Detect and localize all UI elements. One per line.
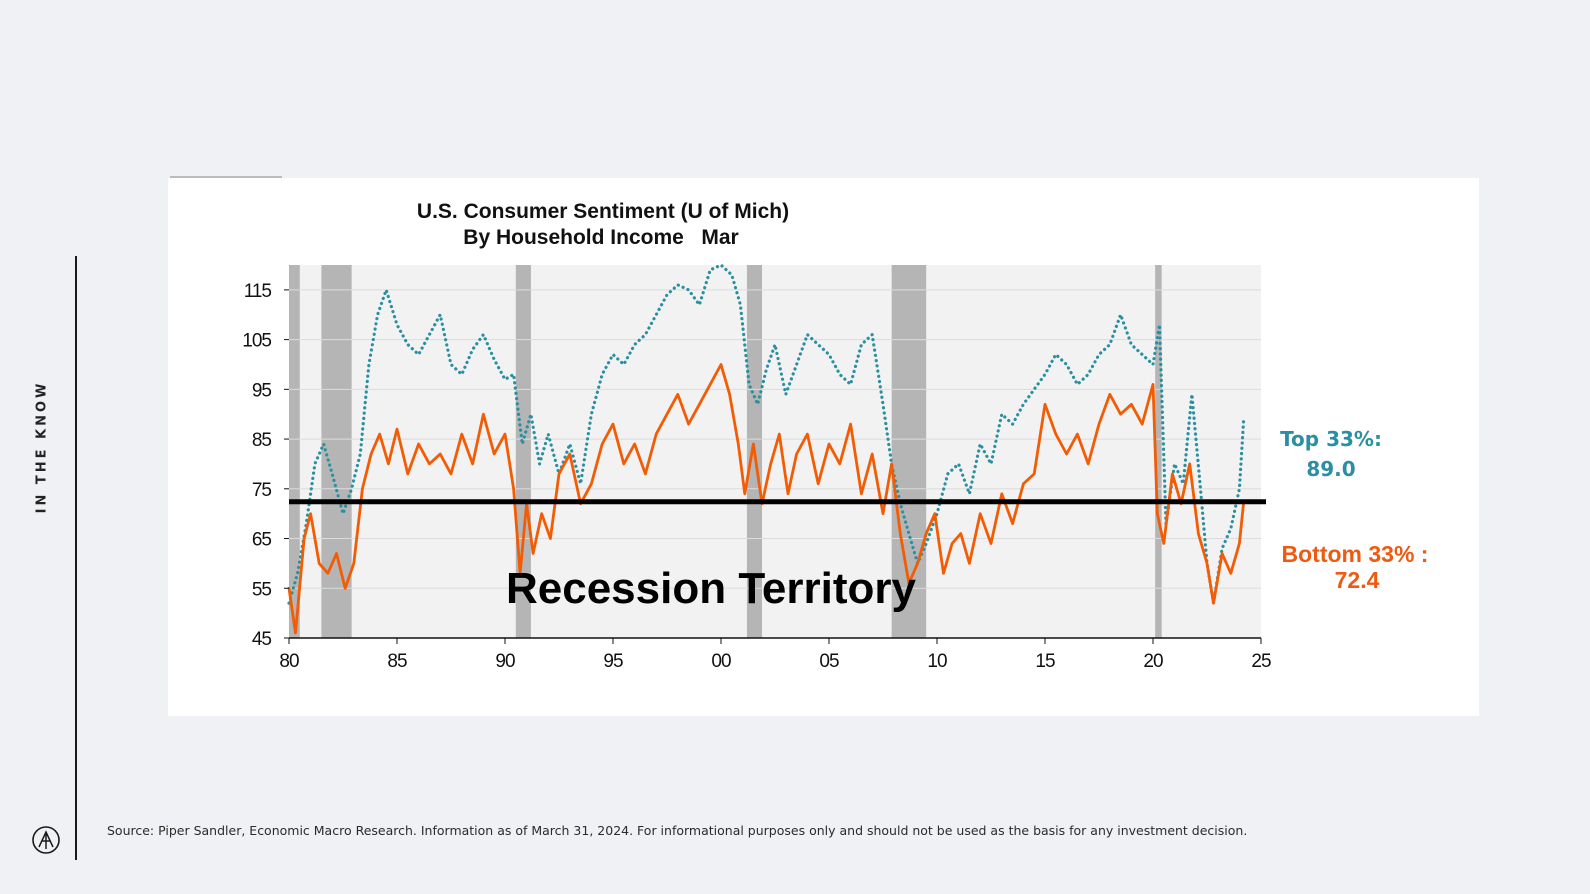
y-tick-label-45: 45 [252,629,272,650]
series-line-bottom-33 [287,363,1246,635]
chart-title-line1: U.S. Consumer Sentiment (U of Mich) [417,200,789,223]
x-tick-label-80: 80 [279,651,299,672]
chart-panel: 45 55 65 75 85 95 105 115 80 85 90 95 00 05 10 15 20 25 U… [168,178,1479,716]
x-tick-label-20: 20 [1143,651,1163,672]
x-tick-label-05: 05 [819,651,839,672]
source-note: Source: Piper Sandler, Economic Macro Re… [107,823,1248,838]
y-tick-label-55: 55 [252,579,272,600]
recession-band-5 [1155,265,1162,638]
firm-logo-icon [32,826,60,854]
x-tick-label-85: 85 [387,651,407,672]
bottom-33-value: 72.4 [1335,567,1380,593]
top-33-label: Top 33%: [1280,427,1382,451]
x-tick-label-90: 90 [495,651,515,672]
recession-band-1 [321,265,352,638]
chart-title-line2: By Household Income Mar [463,226,738,249]
side-rule [75,256,77,860]
y-tick-label-65: 65 [252,530,272,551]
x-tick-label-15: 15 [1035,651,1055,672]
y-tick-label-115: 115 [244,281,272,302]
y-tick-label-75: 75 [252,480,272,501]
y-tick-label-85: 85 [252,430,272,451]
recession-territory-label: Recession Territory [506,564,917,613]
recession-band-2 [515,265,531,638]
side-label: IN THE KNOW [34,380,50,514]
y-tick-label-105: 105 [242,331,271,352]
bottom-33-label: Bottom 33% : [1282,541,1429,567]
recession-band-0 [289,265,300,638]
chart: 45 55 65 75 85 95 105 115 80 85 90 95 00 05 10 15 20 25 U… [242,200,1429,672]
x-tick-label-25: 25 [1251,651,1271,672]
x-tick-label-95: 95 [603,651,623,672]
x-tick-label-00: 00 [711,651,731,672]
y-tick-label-95: 95 [252,380,272,401]
top-33-value: 89.0 [1306,457,1355,481]
series-line-top-33 [287,263,1246,605]
x-tick-label-10: 10 [927,651,947,672]
panel-tab [170,176,282,178]
